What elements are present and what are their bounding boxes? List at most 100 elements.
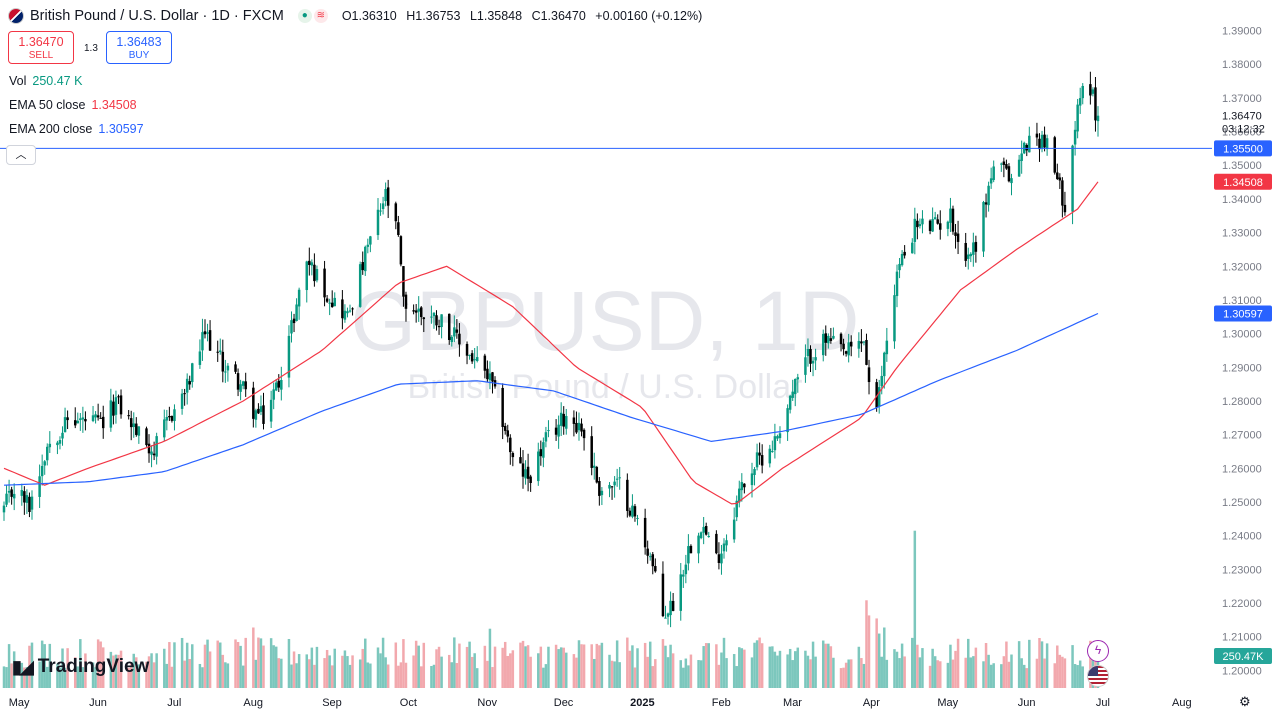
price-axis-tick: 1.32000 xyxy=(1222,261,1262,273)
volume-bar xyxy=(79,639,82,688)
volume-bar xyxy=(381,637,385,688)
volume-bar xyxy=(236,642,240,688)
volume-bar xyxy=(1007,661,1011,688)
candle-body xyxy=(829,338,833,341)
candle-body xyxy=(913,218,917,242)
volume-bar xyxy=(598,645,601,688)
volume-bar xyxy=(447,654,451,688)
volume-bar xyxy=(804,650,807,688)
candle-body xyxy=(1038,138,1041,150)
price-axis-tick: 1.29000 xyxy=(1222,362,1262,374)
candle-body xyxy=(577,422,581,431)
candle-body xyxy=(844,351,848,354)
candle-body xyxy=(1063,204,1067,213)
volume-bar xyxy=(180,637,184,688)
candle-body xyxy=(99,417,102,419)
candle-body xyxy=(394,203,398,222)
volume-bar xyxy=(402,639,405,688)
volume-bar xyxy=(1073,664,1077,688)
volume-bar xyxy=(849,659,853,688)
candle-body xyxy=(933,217,937,220)
volume-bar xyxy=(254,659,258,688)
volume-bar xyxy=(96,639,100,688)
hline-price-label: 1.35500 xyxy=(1223,143,1263,155)
volume-bar xyxy=(875,618,878,688)
candle-body xyxy=(112,401,115,416)
price-axis-tick: 1.21000 xyxy=(1222,632,1262,644)
candle-body xyxy=(292,318,296,324)
volume-bar xyxy=(155,653,158,688)
candle-body xyxy=(900,253,904,266)
candle-body xyxy=(81,417,85,420)
ema50-legend[interactable]: EMA 50 close 1.34508 xyxy=(9,98,137,112)
sell-button[interactable]: 1.36470 SELL xyxy=(8,31,74,64)
candle-body xyxy=(738,488,741,503)
volume-bar xyxy=(117,654,120,688)
candle-body xyxy=(778,433,782,439)
ema200-legend[interactable]: EMA 200 close 1.30597 xyxy=(9,122,144,136)
volume-bar xyxy=(366,662,370,688)
candle-body xyxy=(936,219,939,224)
symbol-title[interactable]: British Pound / U.S. Dollar · 1D · FXCM xyxy=(30,8,284,24)
volume-bar xyxy=(412,655,415,688)
volume-legend[interactable]: Vol 250.47 K xyxy=(9,74,82,88)
candle-body xyxy=(254,410,258,420)
volume-bar xyxy=(38,661,41,688)
lightning-icon[interactable]: ϟ xyxy=(1087,640,1109,662)
volume-bar xyxy=(796,647,800,688)
tradingview-logo[interactable]: ▮◢ TradingView xyxy=(12,656,149,678)
candle-body xyxy=(664,617,667,619)
volume-bar xyxy=(885,659,889,688)
us-flag-icon[interactable] xyxy=(1087,665,1109,687)
candle-body xyxy=(643,517,647,548)
volume-bar xyxy=(554,644,558,688)
candle-body xyxy=(488,373,492,381)
candle-body xyxy=(671,600,675,611)
volume-bar xyxy=(7,644,11,688)
volume-bar xyxy=(760,643,764,688)
candle-body xyxy=(257,408,260,414)
candle-body xyxy=(526,466,530,479)
candle-body xyxy=(732,519,736,540)
candle-body xyxy=(376,209,380,236)
volume-bar xyxy=(786,654,789,688)
volume-bar xyxy=(895,651,899,688)
volume-bar xyxy=(648,641,652,688)
collapse-legend-button[interactable]: ︿ xyxy=(6,145,36,165)
volume-bar xyxy=(753,642,756,688)
candle-body xyxy=(636,517,639,519)
price-axis-tick: 1.36000 xyxy=(1222,127,1262,139)
candle-body xyxy=(12,493,16,499)
volume-price-label: 250.47K xyxy=(1223,651,1265,663)
volume-bar xyxy=(2,666,6,688)
volume-bar xyxy=(542,667,545,688)
volume-bar xyxy=(661,639,665,688)
candle-body xyxy=(453,327,456,337)
ema200-price-label-bg xyxy=(1214,305,1272,322)
candle-body xyxy=(804,357,807,375)
candle-body xyxy=(221,351,225,372)
volume-bar xyxy=(1078,660,1082,688)
candle-body xyxy=(806,348,810,357)
volume-bar xyxy=(376,647,380,688)
volume-bar xyxy=(259,638,263,688)
candle-body xyxy=(796,377,800,380)
volume-bar xyxy=(984,643,988,688)
settings-gear-icon[interactable]: ⚙ xyxy=(1239,694,1251,709)
volume-bar xyxy=(559,647,563,688)
buy-button[interactable]: 1.36483 BUY xyxy=(106,31,172,64)
volume-bar xyxy=(473,653,476,688)
candle-body xyxy=(135,423,138,435)
volume-bar xyxy=(208,651,212,688)
volume-bar xyxy=(699,660,703,688)
ema200-legend-label: EMA 200 close xyxy=(9,122,93,136)
candle-body xyxy=(397,222,400,236)
ohlc-high: H1.36753 xyxy=(406,9,461,23)
volume-bar xyxy=(1040,641,1044,688)
candle-body xyxy=(163,419,166,438)
volume-bar xyxy=(519,642,522,688)
candle-body xyxy=(180,393,184,409)
tradingview-mark-icon: ▮◢ xyxy=(12,656,34,677)
